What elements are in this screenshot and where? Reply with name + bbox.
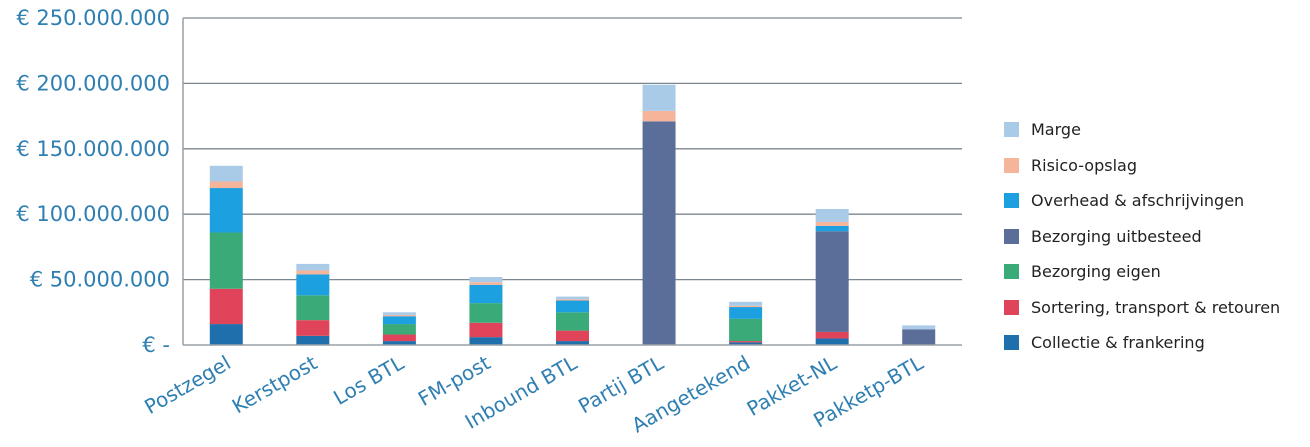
x-tick-label: Postzegel [140,351,234,419]
bar-segment [296,320,330,336]
bar-segment [469,337,503,345]
bar-segment [382,314,416,317]
legend-swatch [1004,228,1019,244]
y-tick-label: € 100.000.000 [16,202,170,226]
bar-segment [296,295,330,321]
legend-label: Overhead & afschrijvingen [1031,191,1245,211]
bar-segment [815,225,849,232]
bar-stack [556,296,589,345]
legend-swatch [1004,157,1019,173]
bar-segment [815,222,849,226]
legend-item: Bezorging uitbesteed [1004,219,1280,255]
bar-segment [209,188,243,233]
y-axis-tick-labels: € - € 50.000.000 € 100.000.000 € 150.000.00… [16,6,170,357]
bar-segment [815,331,849,339]
bar-segment [382,312,416,315]
bar-segment [296,274,330,296]
legend-swatch [1004,264,1019,280]
bar-segment [556,330,589,342]
bar-segment [209,324,243,345]
bar-segment [382,316,416,325]
bar-stack [729,301,763,345]
bar-segment [815,208,849,223]
legend-label: Marge [1031,120,1081,140]
bar-segment [729,301,763,306]
legend-label: Bezorging eigen [1031,262,1161,282]
bar-stack [815,208,849,345]
bar-stacks [209,84,936,345]
bar-segment [469,276,503,283]
bar-stack [469,276,503,345]
bar-segment [642,84,676,111]
bar-stack [382,312,416,345]
bar-segment [296,270,330,275]
bar-segment [209,232,243,289]
legend-item: Bezorging eigen [1004,254,1280,290]
bar-segment [642,110,676,122]
y-tick-label: € 150.000.000 [16,137,170,161]
bar-segment [556,296,589,300]
legend-item: Risico-opslag [1004,148,1280,184]
bar-segment [296,335,330,345]
chart-legend: Marge Risico-opslag Overhead & afschrijvin… [1004,112,1280,361]
bar-segment [642,121,676,345]
x-tick-label: Kerstpost [228,350,322,418]
bar-segment [815,231,849,332]
legend-label: Collectie & frankering [1031,333,1205,353]
bar-segment [729,318,763,342]
bar-segment [469,284,503,304]
legend-item: Marge [1004,112,1280,148]
bar-segment [209,165,243,182]
legend-item: Overhead & afschrijvingen [1004,183,1280,219]
legend-swatch [1004,193,1019,209]
legend-swatch [1004,299,1019,315]
bar-segment [729,342,763,345]
bar-stack [296,263,330,345]
y-tick-label: € 250.000.000 [16,6,170,30]
legend-label: Risico-opslag [1031,155,1137,175]
bar-segment [209,181,243,189]
bar-segment [469,303,503,323]
y-tick-label: € 200.000.000 [16,71,170,95]
legend-item: Collectie & frankering [1004,325,1280,361]
bar-segment [209,288,243,325]
bar-segment [902,329,936,345]
bar-stack [642,84,676,345]
legend-swatch [1004,122,1019,138]
bar-segment [556,341,589,345]
legend-label: Sortering, transport & retouren [1031,297,1281,317]
legend-swatch [1004,335,1019,351]
bar-segment [382,341,416,345]
bar-segment [382,324,416,335]
bar-segment [556,299,589,301]
x-tick-label: Los BTL [329,350,408,410]
bar-segment [815,338,849,345]
legend-item: Sortering, transport & retouren [1004,290,1280,326]
bar-segment [556,312,589,331]
bar-segment [469,322,503,338]
bar-segment [729,307,763,319]
bar-segment [729,305,763,308]
bar-segment [729,341,763,343]
bar-stack [209,165,243,345]
bar-segment [296,263,330,271]
bar-segment [902,325,936,330]
bar-segment [382,334,416,342]
bar-segment [469,282,503,285]
y-tick-label: € 50.000.000 [30,268,170,292]
bar-stack [902,325,936,345]
bar-segment [556,300,589,313]
legend-label: Bezorging uitbesteed [1031,226,1202,246]
y-tick-label: € - [142,333,170,357]
